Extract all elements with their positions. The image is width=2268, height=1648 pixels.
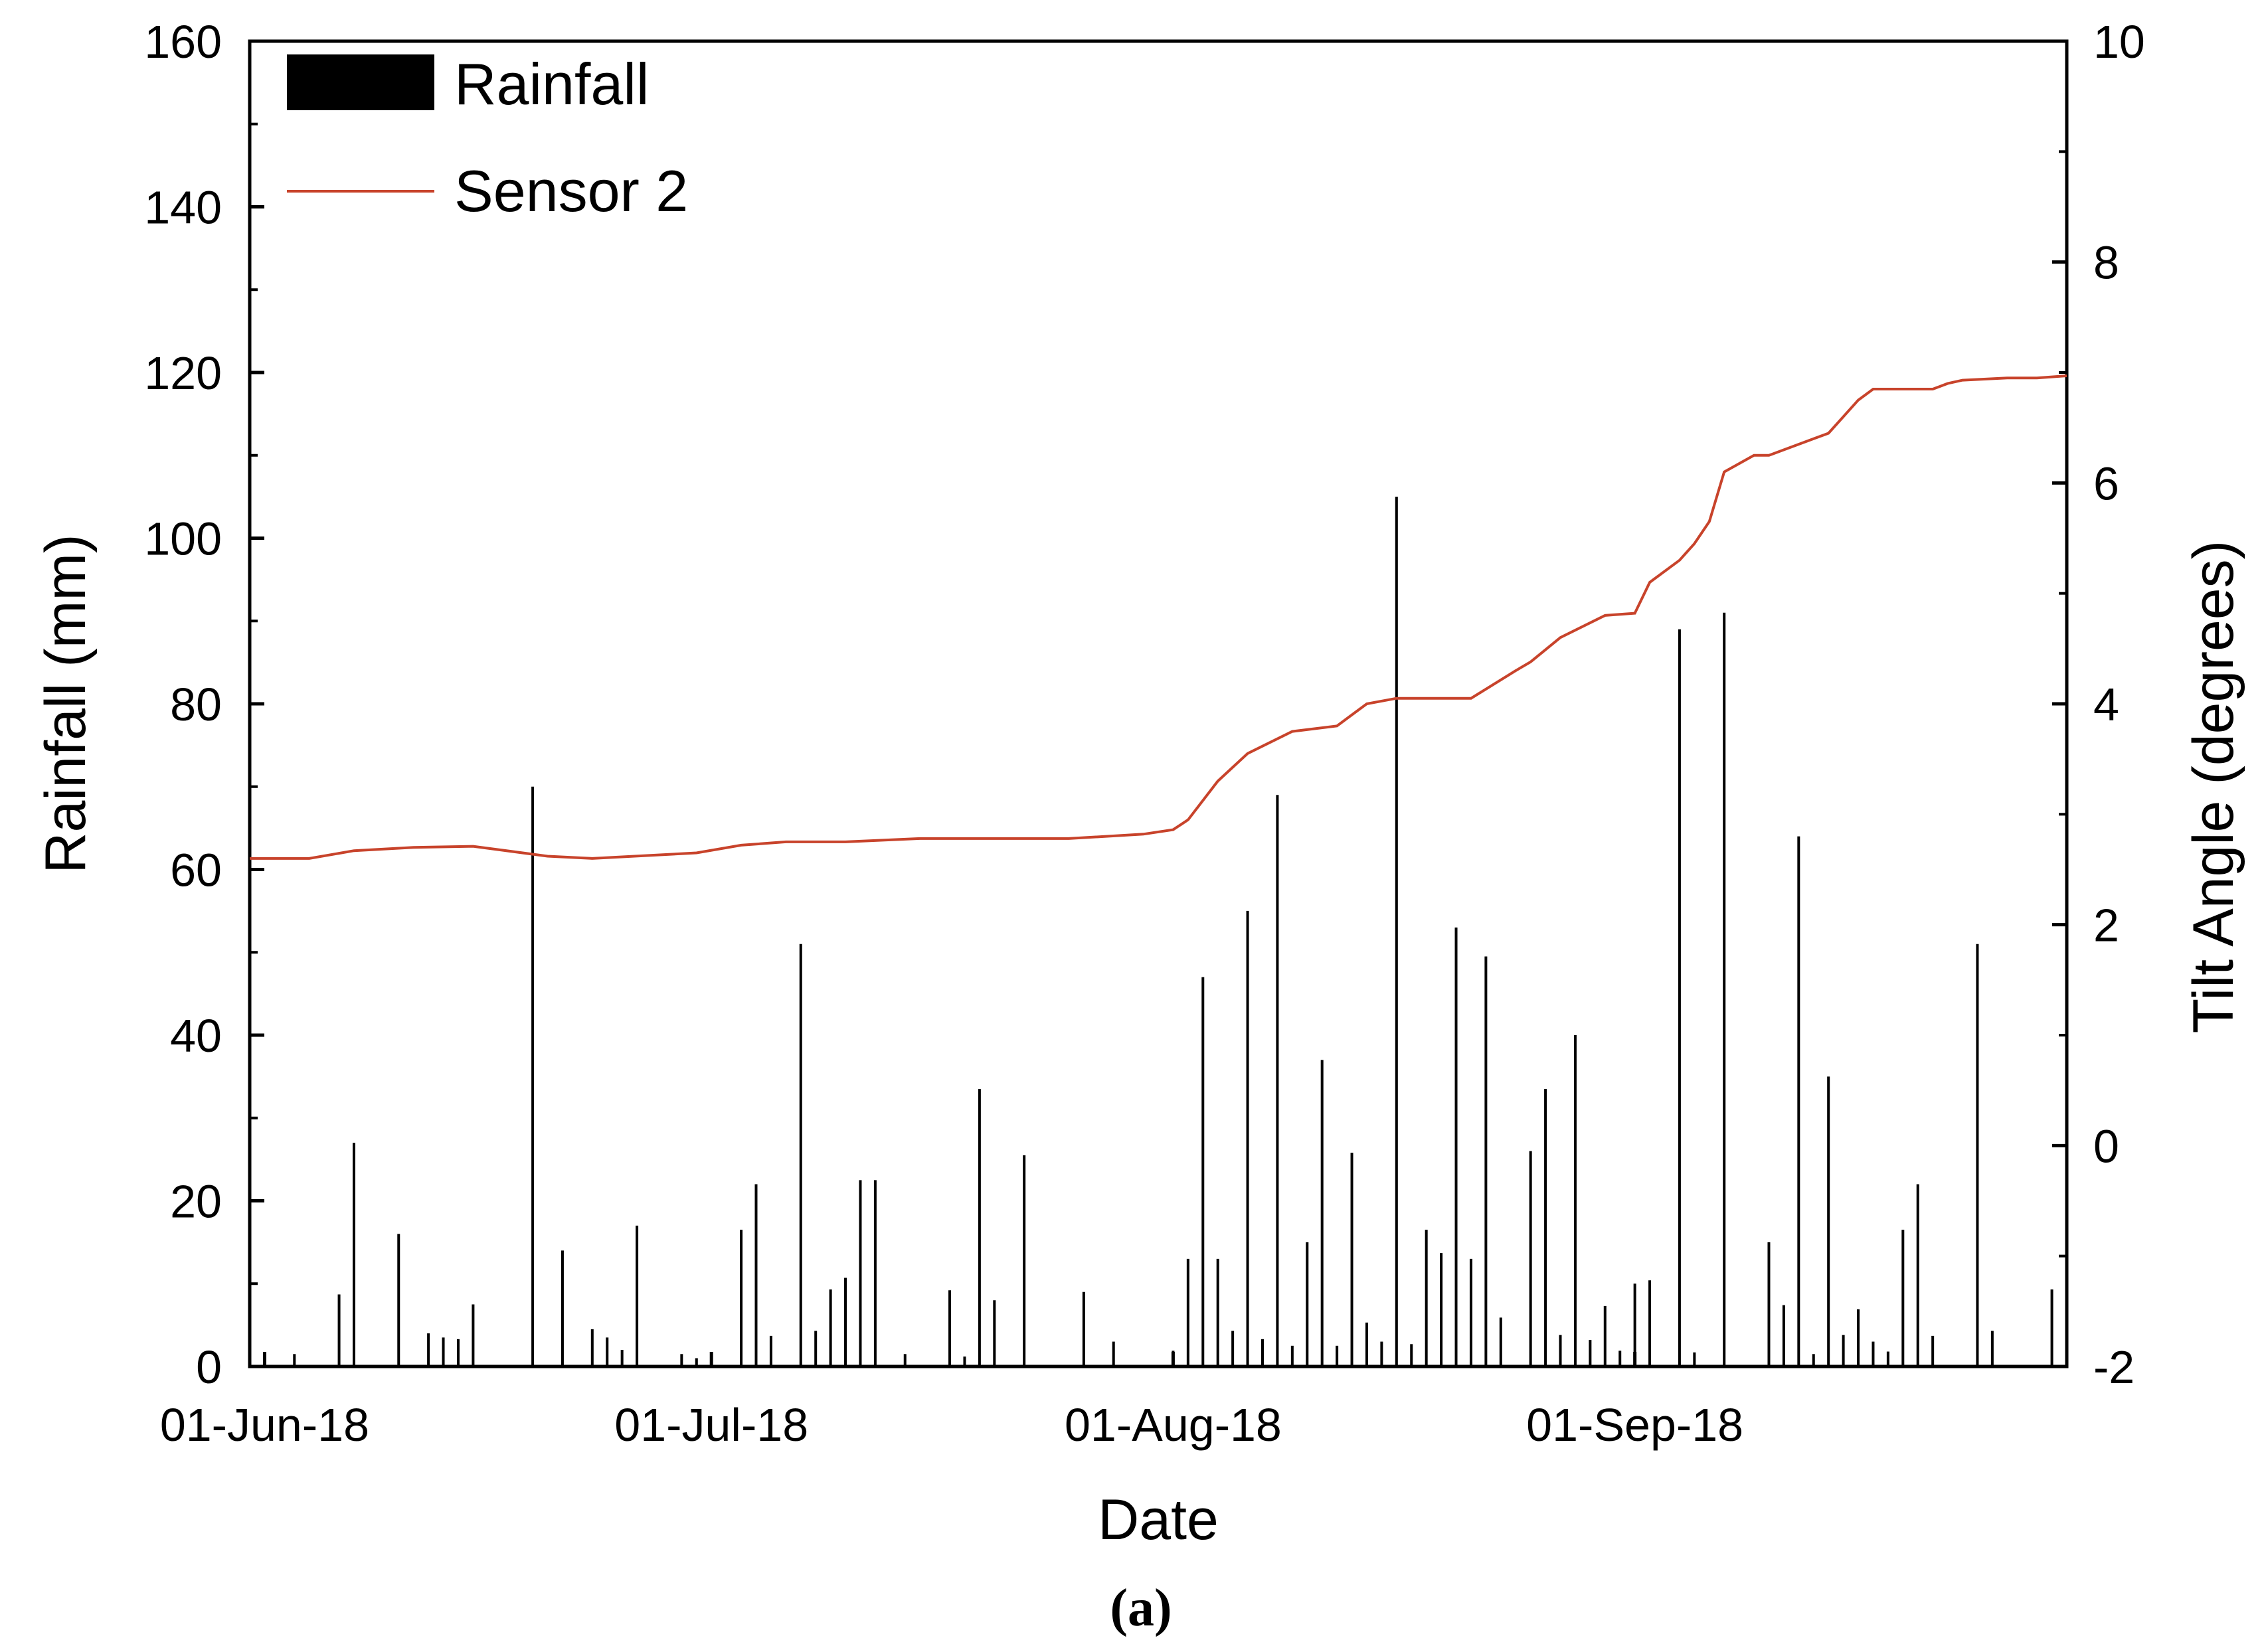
right-tick-label: -2: [2093, 1341, 2135, 1393]
x-tick-label: 01-Aug-18: [1065, 1399, 1282, 1451]
x-tick-label: 01-Jul-18: [614, 1399, 808, 1451]
x-axis: 01-Jun-18 01-Jul-18 01-Aug-18 01-Sep-18: [160, 1352, 1743, 1451]
rainfall-bars: [293, 497, 2068, 1366]
right-tick-label: 10: [2093, 16, 2145, 68]
right-tick-label: 4: [2093, 679, 2119, 730]
left-y-axis: 0 20 40 60 80 100 120 140 160: [144, 16, 264, 1393]
right-y-axis: -2 0 2 4 6 8 10: [2052, 16, 2145, 1393]
right-tick-label: 6: [2093, 457, 2119, 509]
left-y-axis-title: Rainfall (mm): [34, 534, 98, 873]
left-tick-label: 60: [170, 845, 222, 896]
right-tick-label: 2: [2093, 900, 2119, 951]
left-tick-label: 100: [144, 513, 222, 565]
x-tick-label: 01-Jun-18: [160, 1399, 369, 1451]
figure-caption: (a): [1110, 1579, 1172, 1637]
legend-rainfall-label: Rainfall: [454, 51, 649, 117]
left-tick-label: 80: [170, 679, 222, 730]
left-tick-label: 160: [144, 16, 222, 68]
left-tick-label: 0: [196, 1341, 222, 1393]
left-tick-label: 20: [170, 1176, 222, 1228]
right-y-axis-title: Tilt Angle (degrees): [2182, 540, 2245, 1034]
x-axis-title: Date: [1098, 1488, 1219, 1552]
plot-frame: [248, 39, 2069, 1368]
left-tick-label: 140: [144, 182, 222, 234]
right-tick-label: 0: [2093, 1120, 2119, 1172]
sensor-2-line: [250, 374, 2067, 860]
left-tick-label: 40: [170, 1010, 222, 1062]
left-tick-label: 120: [144, 347, 222, 399]
legend-sensor-2-label: Sensor 2: [454, 158, 688, 224]
legend-rainfall-swatch: [287, 54, 434, 110]
right-tick-label: 8: [2093, 237, 2119, 289]
x-tick-label: 01-Sep-18: [1526, 1399, 1743, 1451]
legend: Rainfall Sensor 2: [287, 51, 688, 224]
